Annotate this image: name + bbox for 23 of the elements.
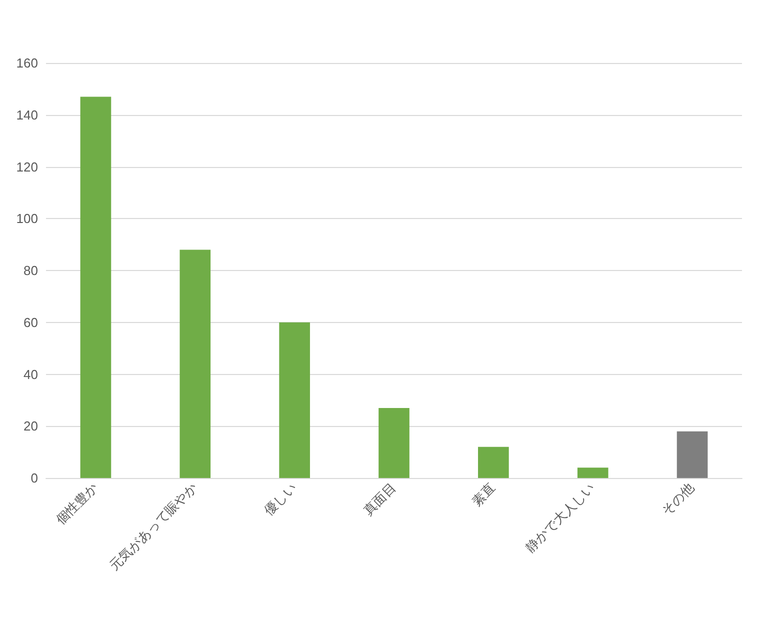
y-tick-label: 120 [16, 159, 38, 174]
x-tick-label: 優しい [262, 480, 300, 519]
y-tick-label: 100 [16, 211, 38, 226]
bar [676, 431, 708, 478]
y-tick-label: 40 [24, 366, 38, 382]
x-tick-label: 真面目 [361, 480, 400, 519]
y-tick-label: 80 [24, 263, 38, 278]
y-tick-label: 20 [24, 418, 38, 434]
x-tick-label: 元気があって賑やか [107, 480, 200, 574]
x-tick-label: その他 [659, 480, 698, 519]
x-tick-label: 静かで大人しい [523, 480, 598, 556]
bar [577, 468, 608, 478]
bar [180, 250, 211, 478]
x-tick-label: 個性豊か [54, 480, 102, 528]
bar [279, 322, 310, 478]
y-tick-label: 60 [24, 314, 38, 330]
bar [378, 408, 410, 478]
y-tick-label: 0 [30, 470, 38, 486]
y-tick-label: 160 [16, 56, 38, 70]
bar [80, 96, 112, 478]
x-tick-label: 素直 [470, 480, 499, 510]
bar [478, 446, 509, 478]
y-tick-label: 140 [16, 107, 38, 122]
